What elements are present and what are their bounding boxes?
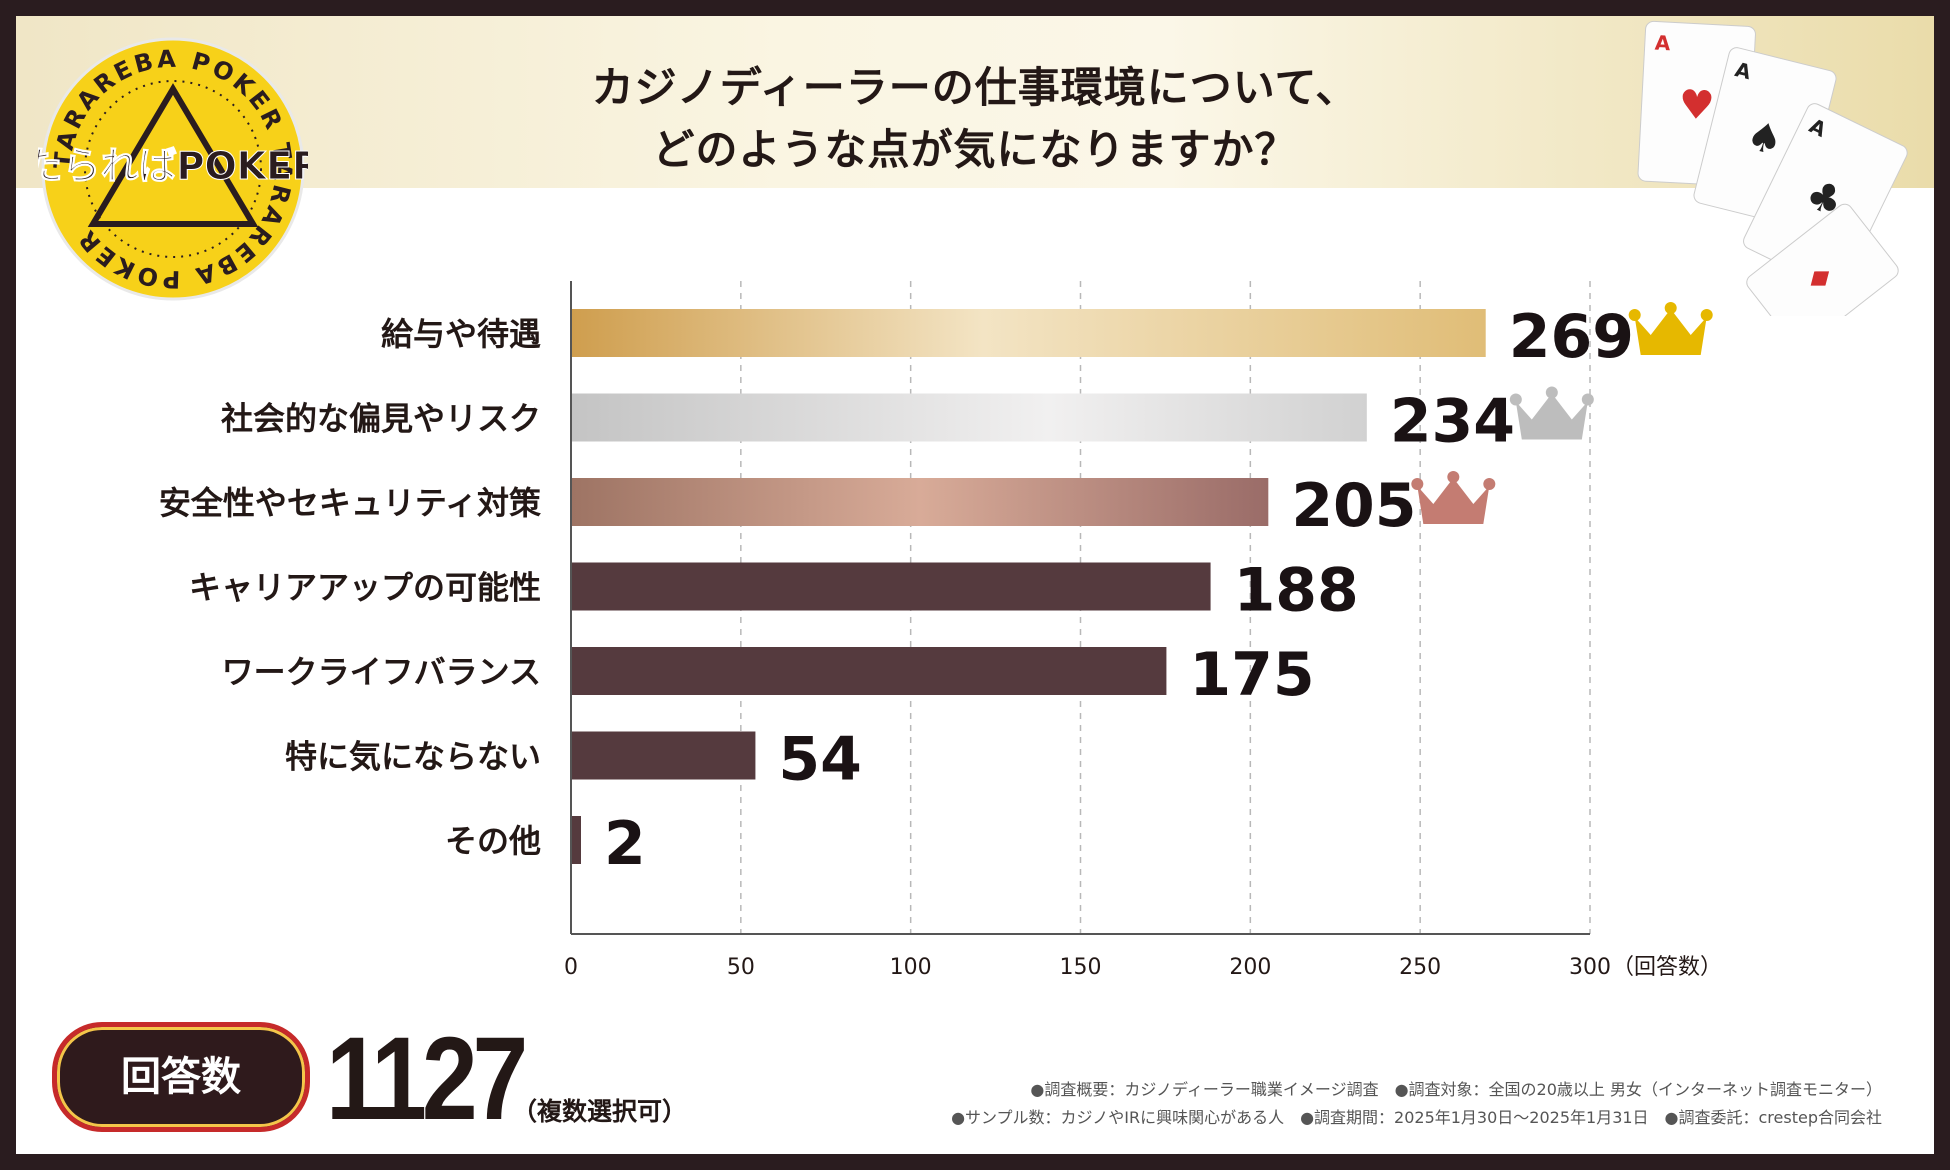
x-tick-label: 300 [1569, 955, 1611, 980]
x-tick-label: 250 [1399, 955, 1441, 980]
category-label: その他 [445, 822, 541, 860]
svg-text:A: A [1654, 31, 1671, 56]
category-label: 給与や待遇 [381, 315, 541, 353]
value-label: 269 [1509, 302, 1634, 372]
category-label: 社会的な偏見やリスク [221, 400, 541, 438]
bar-6 [572, 731, 756, 780]
x-tick-label: 200 [1229, 955, 1271, 980]
total-responses-value: 1127 [326, 1013, 528, 1145]
category-label: キャリアアップの可能性 [189, 569, 541, 607]
logo-main-text: たらればPOKER [38, 144, 308, 188]
bar-chart: 給与や待遇 269 社会的な偏見やリスク 234 安全性やセキュリティ対策 205 キャリア… [159, 281, 1722, 980]
category-label: ワークライフバランス [222, 653, 541, 691]
tarareba-poker-logo: TARAREBA POKER TARAREBA POKER たらればPOKER [38, 37, 308, 301]
value-label: 188 [1234, 556, 1359, 626]
crown-icon-rank-2 [1509, 386, 1594, 440]
crown-icon-rank-3 [1411, 471, 1496, 524]
x-tick-label: 100 [890, 955, 932, 980]
value-label: 234 [1390, 387, 1515, 457]
bar-3 [572, 478, 1269, 526]
x-axis-label: （回答数） [1612, 955, 1722, 980]
x-tick-label: 0 [564, 955, 578, 980]
value-label: 54 [778, 725, 862, 795]
x-tick-label: 150 [1060, 955, 1102, 980]
bar-1 [572, 309, 1486, 357]
total-badge: 回答数 [52, 1022, 310, 1132]
survey-note-line2: ●サンプル数：カジノやIRに興味関心がある人 ●調査期間：2025年1月30日～… [951, 1108, 1882, 1127]
chart-title-line1: カジノディーラーの仕事環境について、 [591, 63, 1359, 112]
survey-note-line1: ●調査概要：カジノディーラー職業イメージ調査 ●調査対象：全国の20歳以上 男女… [1030, 1080, 1882, 1099]
category-label: 安全性やセキュリティ対策 [159, 484, 541, 522]
value-label: 175 [1189, 640, 1314, 710]
bar-5 [572, 647, 1167, 695]
playing-cards-illustration: A ♥ A ♠ A ♣ ♦ [1637, 20, 1908, 316]
svg-text:♥: ♥ [1678, 82, 1716, 130]
value-label: 205 [1291, 471, 1416, 541]
survey-notes: ●調査概要：カジノディーラー職業イメージ調査 ●調査対象：全国の20歳以上 男女… [951, 1076, 1882, 1132]
svg-text:A: A [1733, 57, 1754, 84]
title-band [16, 16, 1934, 188]
total-badge-label: 回答数 [121, 1054, 241, 1100]
x-tick-label: 50 [727, 955, 755, 980]
crown-icon-rank-1 [1628, 302, 1713, 355]
value-label: 2 [604, 809, 646, 879]
infographic-frame: カジノディーラーの仕事環境について、 どのような点が気になりますか？ TARAR… [16, 16, 1934, 1154]
bar-7 [572, 816, 581, 864]
bar-2 [572, 393, 1367, 442]
total-note: （複数選択可） [512, 1097, 688, 1126]
bar-4 [572, 562, 1211, 611]
chart-title-line2: どのような点が気になりますか？ [652, 125, 1298, 174]
category-label: 特に気にならない [285, 738, 541, 776]
